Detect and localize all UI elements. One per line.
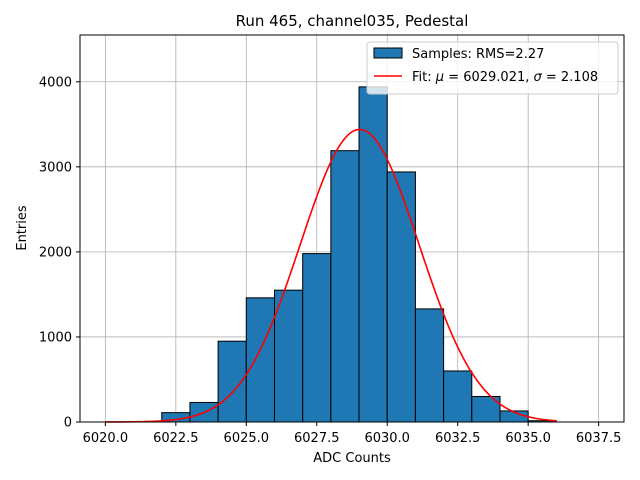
x-tick-label: 6030.0: [364, 431, 410, 446]
y-tick-label: 0: [64, 416, 72, 431]
legend-fit-mu-symbol: μ: [435, 70, 444, 85]
x-tick-label: 6025.0: [224, 431, 270, 446]
histogram-bar: [273, 289, 304, 423]
y-axis-ticks: 0 1000 2000 3000 4000: [39, 75, 80, 431]
legend-histogram-label: Samples: RMS=2.27: [412, 47, 544, 62]
histogram-bar: [330, 150, 360, 423]
fit-curve: [105, 128, 557, 423]
histogram-bar: [414, 308, 445, 423]
y-axis-label: Entries: [15, 205, 30, 251]
x-tick-label: 6020.0: [83, 431, 129, 446]
y-tick-label: 1000: [39, 330, 72, 345]
legend-fit-suffix: = 2.108: [542, 70, 598, 85]
legend-fit-prefix: Fit:: [412, 70, 436, 85]
histogram-bars: [161, 86, 557, 423]
histogram-bar: [443, 370, 473, 423]
x-axis-label: ADC Counts: [313, 451, 391, 466]
x-tick-label: 6027.5: [294, 431, 340, 446]
fit-curve-group: [105, 128, 557, 423]
histogram-bar: [245, 297, 275, 423]
y-tick-label: 2000: [39, 245, 72, 260]
legend-fit-label: Fit: μ = 6029.021, σ = 2.108: [412, 70, 598, 85]
legend-fit-sigma-symbol: σ: [534, 70, 543, 85]
x-tick-label: 6037.5: [576, 431, 622, 446]
legend-fit-middle: = 6029.021,: [444, 70, 533, 85]
x-tick-label: 6035.0: [505, 431, 551, 446]
chart-title: Run 465, channel035, Pedestal: [236, 12, 469, 30]
histogram-bar: [386, 171, 416, 423]
plot-frame: [79, 34, 625, 423]
legend: Samples: RMS=2.27 Fit: μ = 6029.021, σ =…: [366, 41, 619, 95]
x-axis-ticks: 6020.0 6022.5 6025.0 6027.5 6030.0 6032.5 6035…: [83, 422, 622, 446]
x-tick-label: 6032.5: [435, 431, 481, 446]
y-tick-label: 3000: [39, 160, 72, 175]
legend-histogram-swatch: [373, 47, 403, 59]
histogram-bar: [302, 253, 332, 423]
legend-box: [366, 41, 619, 95]
y-tick-label: 4000: [39, 75, 72, 90]
x-tick-label: 6022.5: [153, 431, 199, 446]
